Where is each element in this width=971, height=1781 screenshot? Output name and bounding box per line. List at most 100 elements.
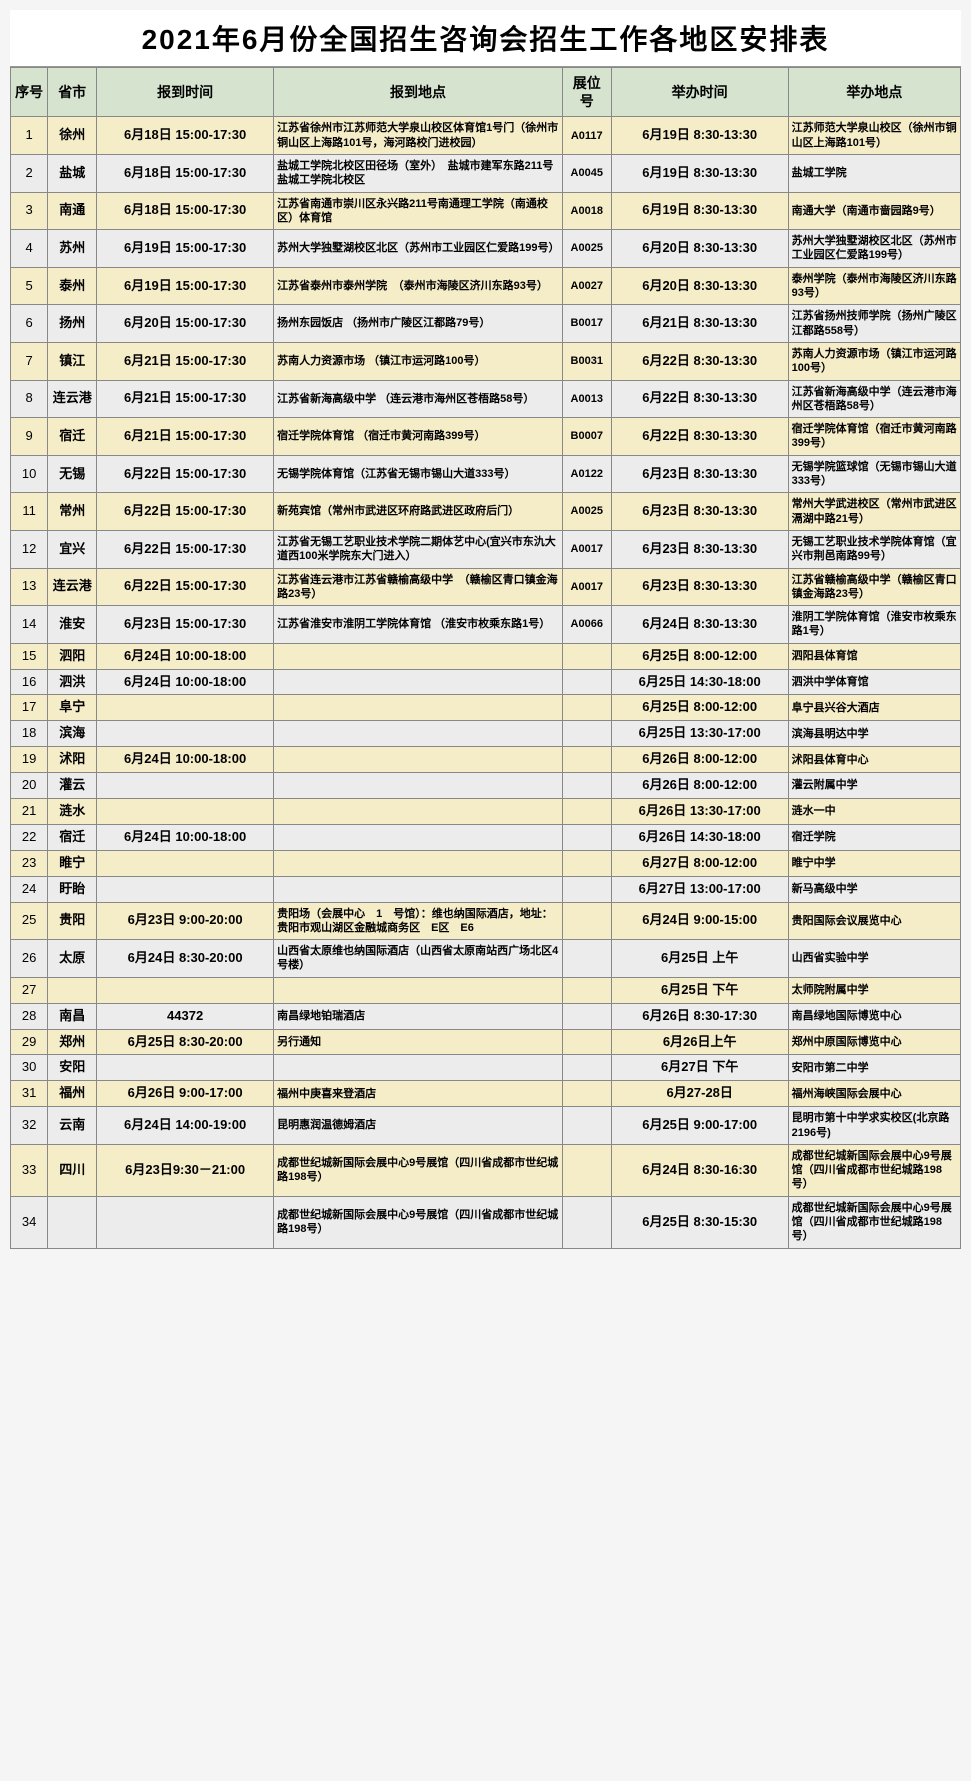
cell-event-loc: 泰州学院（泰州市海陵区济川东路93号） (788, 267, 960, 305)
cell-checkin-time (97, 977, 274, 1003)
cell-num: 28 (11, 1003, 48, 1029)
cell-checkin-time: 6月24日 10:00-18:00 (97, 669, 274, 695)
col-header-event-loc: 举办地点 (788, 68, 960, 117)
cell-checkin-time: 6月19日 15:00-17:30 (97, 230, 274, 268)
cell-city: 云南 (48, 1107, 97, 1145)
cell-booth (562, 799, 611, 825)
cell-event-loc: 宿迁学院 (788, 824, 960, 850)
cell-event-time: 6月27日 13:00-17:00 (611, 876, 788, 902)
table-row: 13连云港6月22日 15:00-17:30江苏省连云港市江苏省赣榆高级中学 （… (11, 568, 961, 606)
cell-checkin-time: 6月25日 8:30-20:00 (97, 1029, 274, 1055)
cell-event-loc: 淮阴工学院体育馆（淮安市枚乘东路1号） (788, 606, 960, 644)
cell-booth (562, 721, 611, 747)
col-header-city: 省市 (48, 68, 97, 117)
cell-event-time: 6月23日 8:30-13:30 (611, 530, 788, 568)
table-row: 34 成都世纪城新国际会展中心9号展馆（四川省成都市世纪城路198号）6月25日 … (11, 1196, 961, 1248)
cell-num: 21 (11, 799, 48, 825)
cell-event-loc: 泗阳县体育馆 (788, 643, 960, 669)
table-row: 24盱眙6月27日 13:00-17:00新马高级中学 (11, 876, 961, 902)
cell-event-time: 6月23日 8:30-13:30 (611, 568, 788, 606)
cell-event-loc: 新马高级中学 (788, 876, 960, 902)
cell-booth: A0013 (562, 380, 611, 418)
cell-checkin-loc (274, 1055, 563, 1081)
cell-event-loc: 滨海县明达中学 (788, 721, 960, 747)
cell-event-loc: 涟水一中 (788, 799, 960, 825)
cell-booth: A0027 (562, 267, 611, 305)
table-row: 276月25日 下午太师院附属中学 (11, 977, 961, 1003)
cell-num: 29 (11, 1029, 48, 1055)
table-row: 6扬州6月20日 15:00-17:30扬州东园饭店 （扬州市广陵区江都路79号… (11, 305, 961, 343)
cell-booth (562, 747, 611, 773)
cell-event-time: 6月22日 8:30-13:30 (611, 342, 788, 380)
table-row: 19沭阳6月24日 10:00-18:006月26日 8:00-12:00沭阳县… (11, 747, 961, 773)
cell-event-time: 6月19日 8:30-13:30 (611, 117, 788, 155)
cell-num: 11 (11, 493, 48, 531)
cell-event-time: 6月22日 8:30-13:30 (611, 418, 788, 456)
cell-event-loc: 山西省实验中学 (788, 940, 960, 978)
cell-event-loc: 灌云附属中学 (788, 773, 960, 799)
cell-num: 2 (11, 154, 48, 192)
cell-num: 34 (11, 1196, 48, 1248)
cell-checkin-loc (274, 824, 563, 850)
cell-num: 3 (11, 192, 48, 230)
cell-num: 25 (11, 902, 48, 940)
cell-event-loc: 成都世纪城新国际会展中心9号展馆（四川省成都市世纪城路198号） (788, 1196, 960, 1248)
cell-event-time: 6月25日 上午 (611, 940, 788, 978)
cell-num: 14 (11, 606, 48, 644)
cell-checkin-time (97, 1196, 274, 1248)
cell-event-loc: 江苏省赣榆高级中学（赣榆区青口镇金海路23号） (788, 568, 960, 606)
table-row: 4苏州6月19日 15:00-17:30苏州大学独墅湖校区北区（苏州市工业园区仁… (11, 230, 961, 268)
cell-city: 南昌 (48, 1003, 97, 1029)
cell-event-loc: 泗洪中学体育馆 (788, 669, 960, 695)
cell-event-time: 6月24日 8:30-16:30 (611, 1144, 788, 1196)
cell-checkin-loc (274, 977, 563, 1003)
cell-city: 太原 (48, 940, 97, 978)
cell-num: 32 (11, 1107, 48, 1145)
cell-event-loc: 无锡工艺职业技术学院体育馆（宜兴市荆邑南路99号） (788, 530, 960, 568)
cell-checkin-loc: 盐城工学院北校区田径场（室外） 盐城市建军东路211号盐城工学院北校区 (274, 154, 563, 192)
cell-booth: A0066 (562, 606, 611, 644)
cell-checkin-loc: 苏南人力资源市场 （镇江市运河路100号） (274, 342, 563, 380)
cell-checkin-time: 6月18日 15:00-17:30 (97, 154, 274, 192)
cell-num: 26 (11, 940, 48, 978)
cell-city: 淮安 (48, 606, 97, 644)
table-row: 26太原6月24日 8:30-20:00山西省太原维也纳国际酒店（山西省太原南站… (11, 940, 961, 978)
table-row: 20灌云6月26日 8:00-12:00灌云附属中学 (11, 773, 961, 799)
table-row: 16泗洪6月24日 10:00-18:006月25日 14:30-18:00泗洪… (11, 669, 961, 695)
cell-num: 13 (11, 568, 48, 606)
cell-event-loc: 宿迁学院体育馆（宿迁市黄河南路399号） (788, 418, 960, 456)
cell-event-time: 6月25日 8:00-12:00 (611, 695, 788, 721)
cell-city: 睢宁 (48, 850, 97, 876)
cell-city: 沭阳 (48, 747, 97, 773)
cell-num: 4 (11, 230, 48, 268)
cell-checkin-loc (274, 773, 563, 799)
cell-checkin-time: 6月22日 15:00-17:30 (97, 493, 274, 531)
cell-checkin-time: 6月23日9:30－21:00 (97, 1144, 274, 1196)
cell-event-time: 6月24日 8:30-13:30 (611, 606, 788, 644)
cell-num: 5 (11, 267, 48, 305)
cell-event-time: 6月24日 9:00-15:00 (611, 902, 788, 940)
cell-event-loc: 苏南人力资源市场（镇江市运河路100号） (788, 342, 960, 380)
cell-event-time: 6月25日 8:30-15:30 (611, 1196, 788, 1248)
cell-num: 20 (11, 773, 48, 799)
cell-event-loc: 阜宁县兴谷大酒店 (788, 695, 960, 721)
table-row: 1徐州6月18日 15:00-17:30江苏省徐州市江苏师范大学泉山校区体育馆1… (11, 117, 961, 155)
cell-event-time: 6月19日 8:30-13:30 (611, 192, 788, 230)
cell-booth: A0025 (562, 493, 611, 531)
cell-event-time: 6月27-28日 (611, 1081, 788, 1107)
cell-city: 福州 (48, 1081, 97, 1107)
cell-checkin-time: 6月24日 8:30-20:00 (97, 940, 274, 978)
table-row: 32云南6月24日 14:00-19:00昆明惠润温德姆酒店6月25日 9:00… (11, 1107, 961, 1145)
cell-city: 滨海 (48, 721, 97, 747)
table-row: 5泰州6月19日 15:00-17:30江苏省泰州市泰州学院 （泰州市海陵区济川… (11, 267, 961, 305)
cell-booth: B0017 (562, 305, 611, 343)
cell-checkin-time: 6月23日 15:00-17:30 (97, 606, 274, 644)
cell-checkin-loc: 南昌绿地铂瑞酒店 (274, 1003, 563, 1029)
cell-checkin-time: 6月22日 15:00-17:30 (97, 455, 274, 493)
cell-num: 10 (11, 455, 48, 493)
cell-num: 24 (11, 876, 48, 902)
cell-checkin-loc: 山西省太原维也纳国际酒店（山西省太原南站西广场北区4号楼） (274, 940, 563, 978)
cell-event-time: 6月26日上午 (611, 1029, 788, 1055)
cell-booth (562, 669, 611, 695)
cell-checkin-time: 6月22日 15:00-17:30 (97, 568, 274, 606)
